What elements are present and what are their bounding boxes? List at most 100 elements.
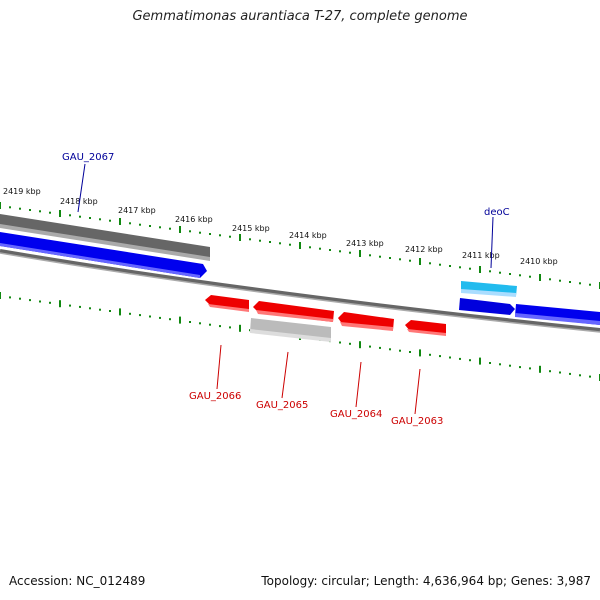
minor-tick xyxy=(449,265,451,267)
major-tick xyxy=(239,234,241,241)
gene-gau-2065-shade xyxy=(256,310,333,322)
kbp-label: 2412 kbp xyxy=(405,245,443,254)
minor-tick xyxy=(169,318,171,321)
minor-tick xyxy=(409,259,411,262)
major-tick xyxy=(359,341,361,349)
major-tick xyxy=(299,242,301,249)
minor-tick xyxy=(79,305,81,308)
map-title: Gemmatimonas aurantiaca T-27, complete g… xyxy=(132,9,468,24)
minor-tick xyxy=(99,308,101,311)
minor-tick xyxy=(149,315,151,318)
kbp-label: 2418 kbp xyxy=(60,197,98,206)
major-tick xyxy=(479,357,481,365)
minor-tick xyxy=(89,307,91,310)
major-tick xyxy=(359,250,361,257)
gene-forward-cds-left[interactable] xyxy=(0,232,207,278)
minor-tick xyxy=(159,226,161,229)
minor-tick xyxy=(379,346,381,349)
minor-tick xyxy=(209,233,211,235)
minor-tick xyxy=(69,304,71,307)
major-tick xyxy=(539,274,541,281)
gene-features[interactable] xyxy=(0,214,600,342)
minor-tick xyxy=(309,246,311,249)
minor-tick xyxy=(19,207,21,210)
minor-tick xyxy=(549,370,551,373)
minor-tick xyxy=(569,372,571,375)
major-tick xyxy=(0,202,1,209)
minor-tick xyxy=(369,254,371,257)
major-tick xyxy=(179,226,181,233)
minor-tick xyxy=(209,323,211,326)
kbp-label: 2416 kbp xyxy=(175,215,213,224)
minor-tick xyxy=(19,297,21,300)
minor-tick xyxy=(189,230,191,233)
callout-line-gau-2067 xyxy=(77,163,86,213)
minor-tick xyxy=(199,322,201,325)
minor-tick xyxy=(259,239,261,242)
minor-tick xyxy=(79,215,81,218)
minor-tick xyxy=(449,356,451,359)
gene-gau-2064-shade xyxy=(340,322,393,331)
kbp-label: 2414 kbp xyxy=(289,231,327,240)
minor-tick xyxy=(39,210,41,213)
minor-tick xyxy=(499,363,501,366)
kbp-ruler-labels: 2419 kbp 2418 kbp 2417 kbp 2416 kbp 2415 kbp… xyxy=(3,187,558,266)
callout-line-gau-2065 xyxy=(281,351,289,399)
minor-tick xyxy=(559,371,561,374)
minor-tick xyxy=(469,359,471,362)
kbp-label: 2415 kbp xyxy=(232,224,270,233)
minor-tick xyxy=(589,375,591,378)
minor-tick xyxy=(439,355,441,358)
minor-tick xyxy=(269,241,271,243)
gene-label-gau-2066: GAU_2066 xyxy=(189,391,241,402)
minor-tick xyxy=(319,247,321,250)
kbp-label: 2410 kbp xyxy=(520,257,558,266)
gene-gau-2065-pseudo[interactable] xyxy=(250,318,331,341)
major-tick xyxy=(59,210,61,217)
gene-gau-2067-pseudo[interactable] xyxy=(0,214,210,260)
minor-tick xyxy=(149,225,151,227)
gene-callouts: GAU_2067 deoC GAU_2066 GAU_2065 GAU_2064… xyxy=(62,152,510,427)
minor-tick xyxy=(99,218,101,221)
minor-tick xyxy=(589,283,591,286)
minor-tick xyxy=(569,281,571,283)
outer-tick-ring xyxy=(0,202,600,289)
accession-text: Accession: NC_012489 xyxy=(9,574,146,588)
major-tick xyxy=(239,324,241,332)
minor-tick xyxy=(529,275,531,278)
gene-label-deoc: deoC xyxy=(484,207,510,218)
minor-tick xyxy=(489,362,491,364)
minor-tick xyxy=(509,364,511,367)
minor-tick xyxy=(459,357,461,360)
callout-line-gau-2063 xyxy=(414,368,421,415)
minor-tick xyxy=(339,341,341,344)
gene-forward-cds-right-shade xyxy=(515,313,600,325)
minor-tick xyxy=(159,316,161,319)
minor-tick xyxy=(509,273,511,275)
minor-tick xyxy=(199,231,201,234)
minor-tick xyxy=(139,223,141,226)
minor-tick xyxy=(549,278,551,281)
callout-line-gau-2066 xyxy=(216,344,222,390)
minor-tick xyxy=(189,321,191,323)
minor-tick xyxy=(69,214,71,217)
gene-forward-cds-left-shade xyxy=(0,243,200,278)
minor-tick xyxy=(489,270,491,273)
gene-gau-2067-pseudo-shade xyxy=(0,224,210,261)
minor-tick xyxy=(49,211,51,214)
gene-gau-2066[interactable] xyxy=(205,295,249,311)
minor-tick xyxy=(349,342,351,345)
major-tick xyxy=(539,365,541,373)
minor-tick xyxy=(9,206,11,209)
minor-tick xyxy=(129,312,131,315)
minor-tick xyxy=(399,258,401,261)
gene-forward-cds-mid[interactable] xyxy=(459,298,515,315)
minor-tick xyxy=(389,348,391,351)
minor-tick xyxy=(169,227,171,230)
minor-tick xyxy=(399,349,401,352)
gene-label-gau-2065: GAU_2065 xyxy=(256,400,308,411)
minor-tick xyxy=(439,263,441,266)
minor-tick xyxy=(139,314,141,317)
minor-tick xyxy=(389,257,391,259)
